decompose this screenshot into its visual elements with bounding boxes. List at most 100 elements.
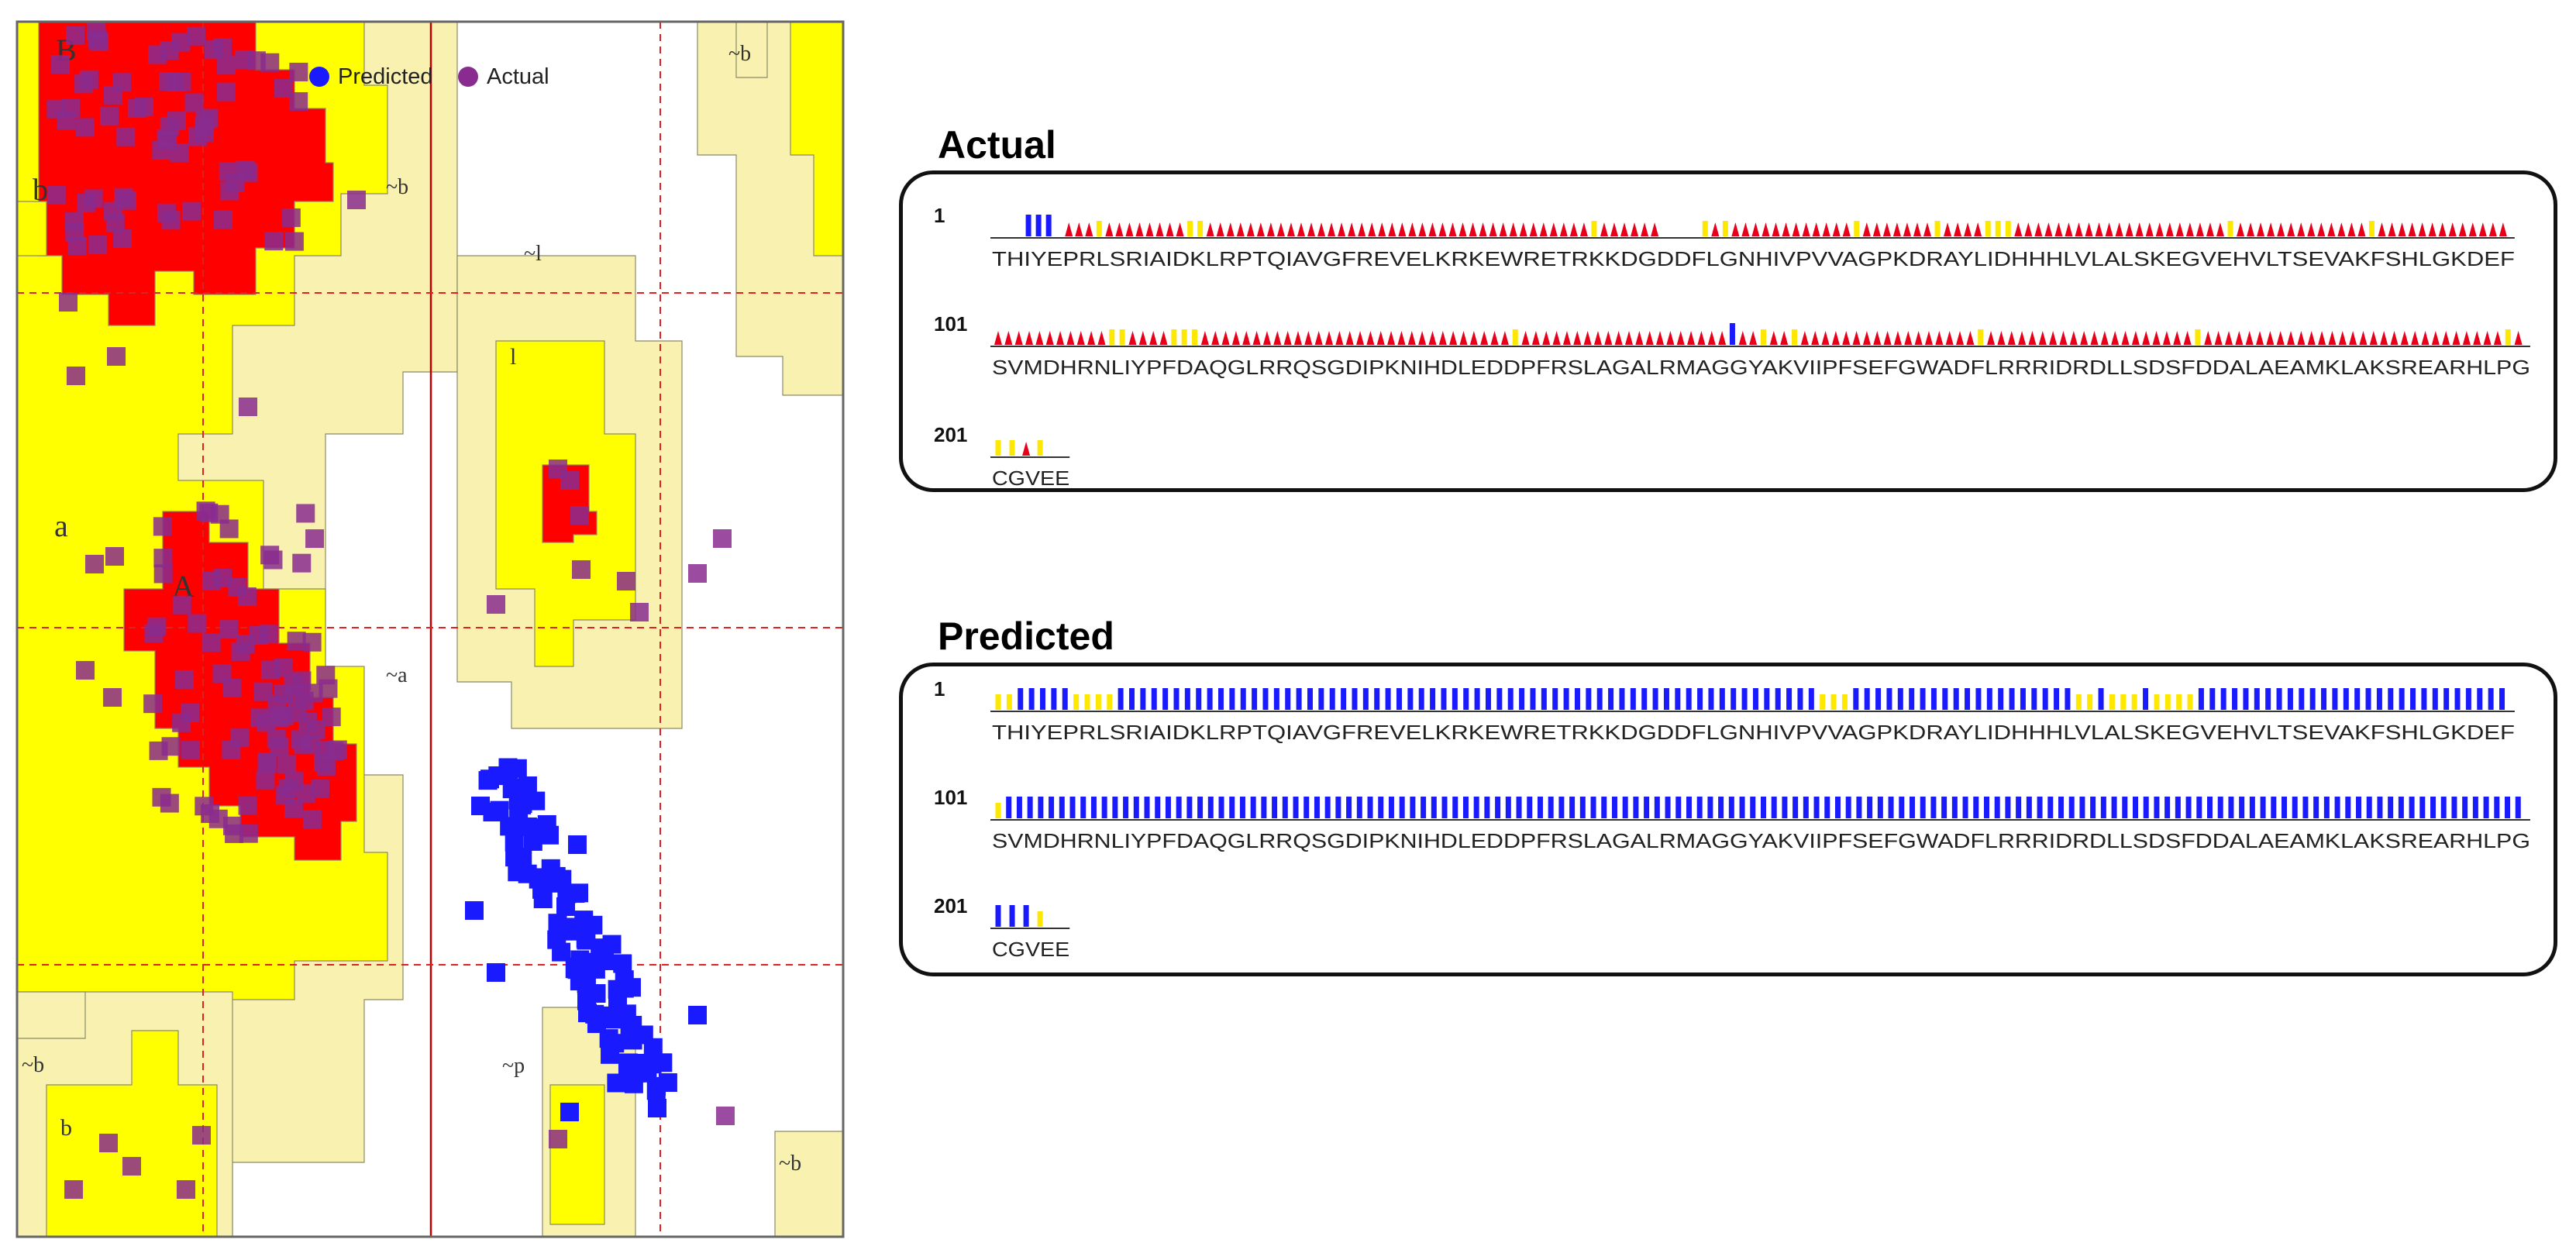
strand-triangle <box>1552 331 1561 345</box>
actual-point <box>165 73 184 92</box>
other-bar <box>1854 221 1860 236</box>
strand-triangle <box>2183 331 2192 345</box>
strand-triangle <box>1802 222 1810 236</box>
helix-bar <box>2198 688 2204 710</box>
strand-triangle <box>2075 222 2083 236</box>
helix-bar <box>1530 688 1536 710</box>
helix-bar <box>1608 688 1614 710</box>
actual-point <box>188 614 207 633</box>
actual-point <box>201 633 221 652</box>
actual-point <box>249 626 268 645</box>
actual-point <box>250 708 270 728</box>
helix-bar <box>1240 688 1246 710</box>
helix-bar <box>2207 797 2213 818</box>
predicted-point <box>465 901 484 920</box>
helix-bar <box>1144 797 1150 818</box>
helix-bar <box>1601 797 1607 818</box>
helix-bar <box>1399 797 1405 818</box>
other-bar <box>1830 694 1837 710</box>
helix-bar <box>2332 688 2338 710</box>
helix-bar <box>2254 688 2260 710</box>
strand-triangle <box>2428 222 2437 236</box>
helix-bar <box>1441 797 1448 818</box>
actual-point <box>144 624 164 643</box>
actual-point <box>219 620 239 639</box>
helix-bar <box>1133 797 1139 818</box>
actual-point <box>316 756 336 776</box>
strand-triangle <box>1149 331 1158 345</box>
actual-point <box>160 794 179 813</box>
strand-triangle <box>1656 331 1665 345</box>
strand-triangle <box>1687 331 1696 345</box>
other-bar <box>1107 694 1113 710</box>
helix-bar <box>1590 797 1596 818</box>
strand-triangle <box>2024 222 2033 236</box>
actual-point <box>153 549 173 568</box>
helix-bar <box>1452 688 1458 710</box>
strand-triangle <box>2514 331 2523 345</box>
helix-bar <box>1696 797 1703 818</box>
helix-bar <box>1484 797 1490 818</box>
strand-triangle <box>1641 222 1649 236</box>
region-label-3: ~b <box>728 42 751 66</box>
strand-triangle <box>1944 222 1952 236</box>
strand-triangle <box>1022 442 1031 456</box>
helix-bar <box>2419 797 2426 818</box>
actual-point <box>289 62 308 81</box>
helix-bar <box>1665 797 1671 818</box>
actual-point <box>65 26 84 45</box>
other-bar <box>1119 329 1125 345</box>
helix-bar <box>1611 797 1617 818</box>
helix-bar <box>2321 688 2327 710</box>
other-bar <box>1197 221 1204 236</box>
other-bar <box>1995 221 2001 236</box>
strand-triangle <box>2452 331 2461 345</box>
strand-triangle <box>1509 222 1517 236</box>
strand-triangle <box>1549 222 1558 236</box>
helix-bar <box>1474 688 1480 710</box>
strand-triangle <box>1923 222 1932 236</box>
sequence-text: THIYEPRLSRIAIDKLRPTQIAVGFREVELKRKEWRETRK… <box>992 247 2515 270</box>
strand-triangle <box>2115 222 2123 236</box>
strand-triangle <box>2034 222 2043 236</box>
other-bar <box>2087 694 2093 710</box>
helix-bar <box>2009 688 2015 710</box>
helix-bar <box>1953 688 1959 710</box>
helix-bar <box>1729 323 1735 345</box>
strand-triangle <box>2317 222 2326 236</box>
helix-bar <box>1644 797 1650 818</box>
helix-bar <box>1262 688 1269 710</box>
predicted-point <box>508 862 527 882</box>
strand-triangle <box>2421 331 2430 345</box>
helix-bar <box>2239 797 2245 818</box>
strand-triangle <box>1246 222 1255 236</box>
strand-triangle <box>2277 222 2285 236</box>
strand-triangle <box>1873 331 1882 345</box>
strand-triangle <box>1924 331 1933 345</box>
actual-point <box>201 571 221 590</box>
helix-bar <box>2287 688 2293 710</box>
other-bar <box>1722 221 1728 236</box>
predicted-point <box>638 1063 657 1083</box>
strand-triangle <box>1418 222 1427 236</box>
helix-bar <box>1813 797 1820 818</box>
helix-bar <box>1155 797 1161 818</box>
strand-triangle <box>1356 331 1365 345</box>
strand-triangle <box>1676 331 1685 345</box>
strand-triangle <box>2398 222 2406 236</box>
helix-bar <box>1764 688 1770 710</box>
strand-triangle <box>1997 331 2006 345</box>
helix-bar <box>1140 688 1146 710</box>
predicted-point <box>499 765 518 784</box>
helix-bar <box>1633 797 1639 818</box>
helix-bar <box>1663 688 1669 710</box>
strand-triangle <box>2038 331 2047 345</box>
strand-triangle <box>1056 331 1065 345</box>
other-bar <box>1591 221 1597 236</box>
other-bar <box>2109 694 2115 710</box>
helix-bar <box>2265 688 2271 710</box>
predicted-point <box>500 817 519 836</box>
sequence-text: CGVEE <box>992 466 1069 488</box>
strand-triangle <box>2390 331 2399 345</box>
strand-triangle <box>2162 331 2171 345</box>
